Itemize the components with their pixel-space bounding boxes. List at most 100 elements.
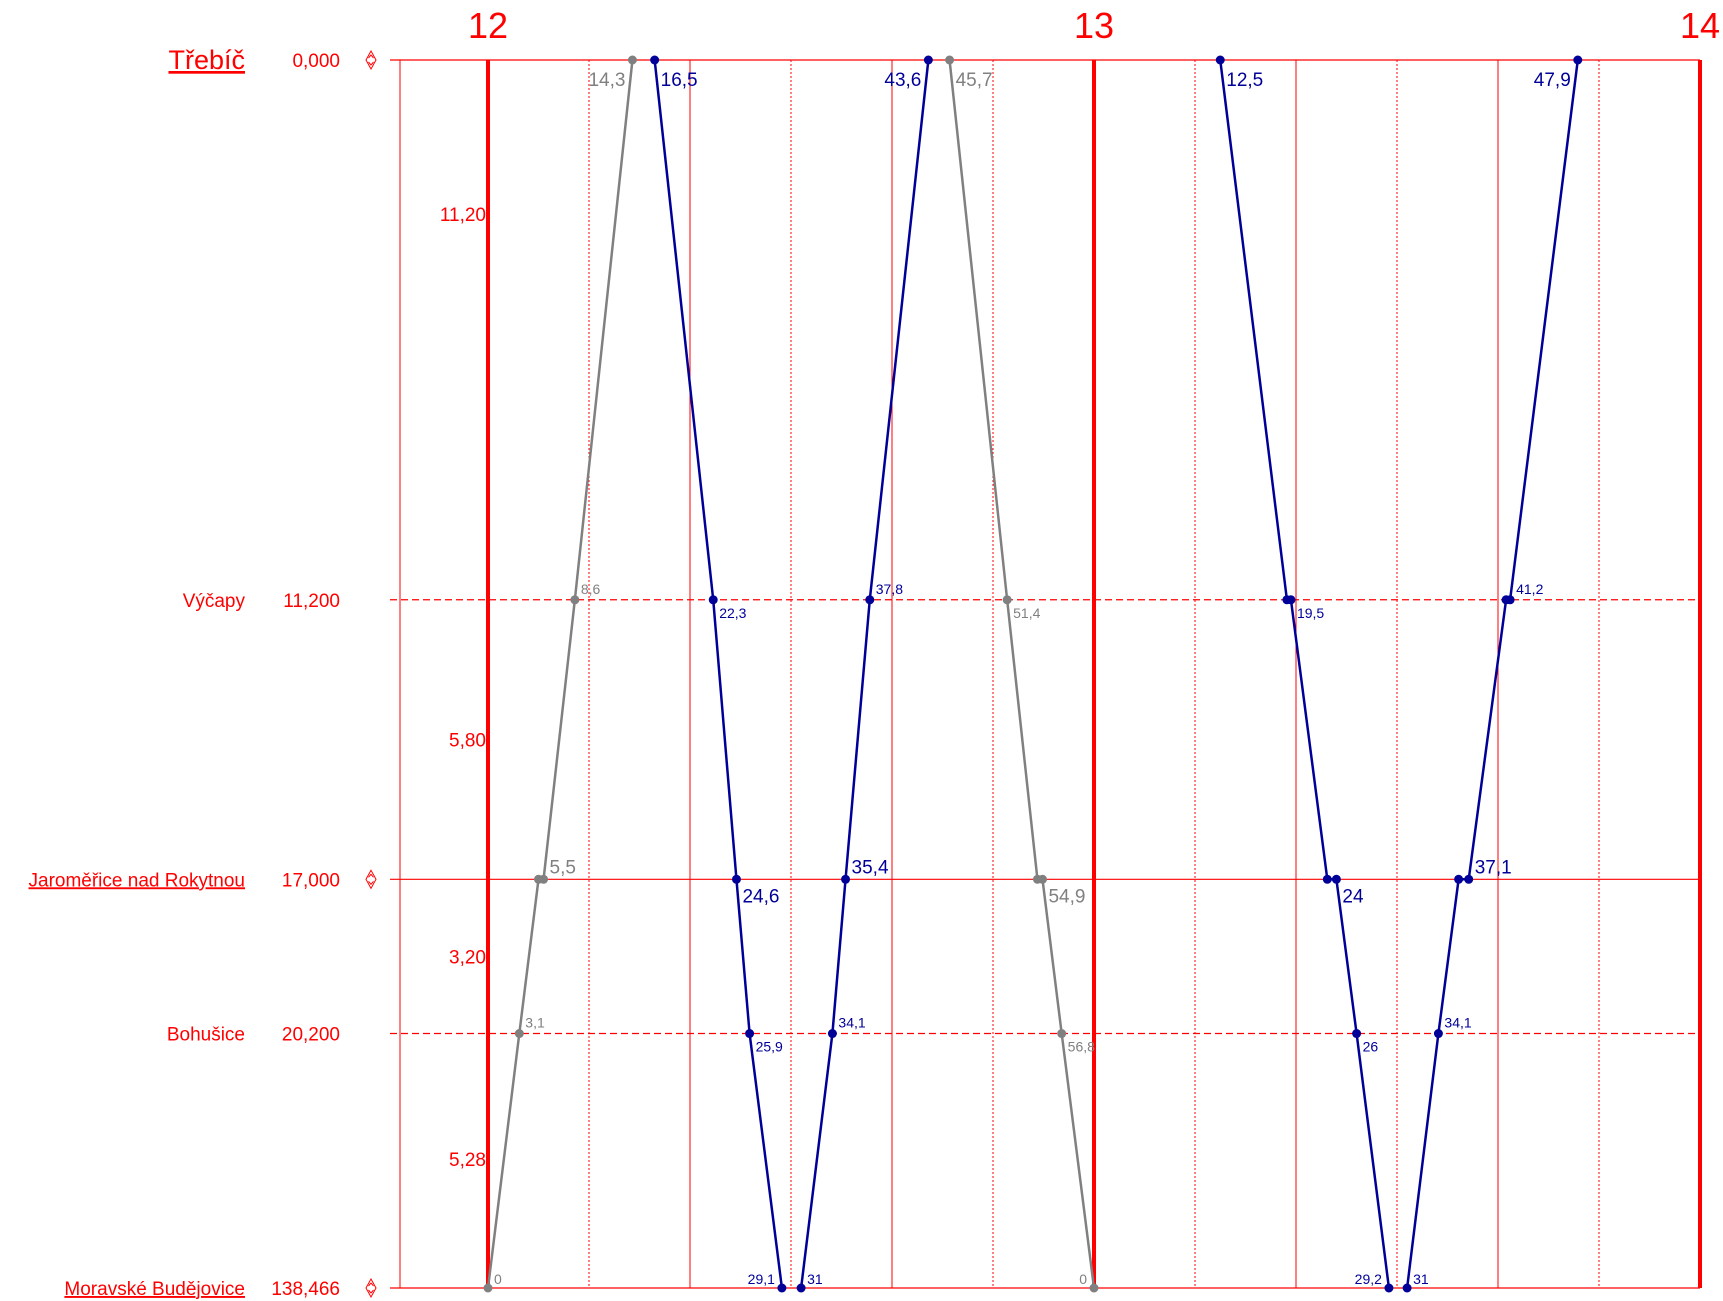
train-line: 31 34,1 37,1 41,2 47,9 bbox=[1402, 55, 1583, 1293]
station-name: Moravské Budějovice bbox=[64, 1279, 245, 1300]
train-path bbox=[653, 59, 784, 1289]
train-time-label: 54,9 bbox=[1048, 886, 1085, 907]
station-marker-icon bbox=[365, 869, 377, 890]
train-line: 12,5 19,5 24 26 29,2 bbox=[1215, 55, 1394, 1293]
train-point bbox=[1402, 1283, 1412, 1293]
train-point bbox=[796, 1283, 806, 1293]
train-lines-layer: 0 3,1 5,5 8,6 14,3 16,5 22,3 24,6 25,9 29,1 31 34,1… bbox=[483, 55, 1583, 1293]
station-km: 17,000 bbox=[282, 870, 340, 891]
station-marker-icon bbox=[365, 49, 377, 71]
train-time-label: 24,6 bbox=[742, 886, 779, 907]
train-point bbox=[865, 595, 875, 605]
train-point bbox=[1433, 1029, 1443, 1039]
station-name: Výčapy bbox=[183, 591, 246, 612]
train-time-label: 56,8 bbox=[1068, 1039, 1095, 1055]
train-point bbox=[1286, 595, 1296, 605]
train-point bbox=[539, 874, 549, 884]
station-name: Bohušice bbox=[167, 1025, 245, 1046]
train-point bbox=[1215, 55, 1225, 65]
train-time-label: 16,5 bbox=[661, 70, 698, 91]
train-point bbox=[945, 55, 955, 65]
train-time-label: 24 bbox=[1342, 886, 1364, 907]
train-point bbox=[731, 874, 741, 884]
train-time-label: 5,5 bbox=[550, 857, 576, 878]
train-point bbox=[1505, 595, 1515, 605]
station-marker-icon bbox=[365, 1277, 377, 1299]
train-time-label: 26 bbox=[1363, 1039, 1379, 1055]
train-point bbox=[1331, 874, 1341, 884]
train-point bbox=[627, 55, 637, 65]
station-marker-arrows bbox=[368, 1282, 374, 1294]
distance-label: 5,80 bbox=[449, 731, 486, 752]
station-axis: Třebíč 0,000 Výčapy 11,200 Jaroměřice nad Ro… bbox=[29, 45, 487, 1300]
train-point bbox=[777, 1283, 787, 1293]
train-time-label: 29,1 bbox=[748, 1271, 775, 1287]
train-point bbox=[841, 874, 851, 884]
train-path bbox=[486, 59, 634, 1289]
train-time-label: 29,2 bbox=[1355, 1271, 1382, 1287]
train-line: 16,5 22,3 24,6 25,9 29,1 bbox=[650, 55, 787, 1293]
station-name: Jaroměřice nad Rokytnou bbox=[29, 870, 246, 891]
station-marker-outline bbox=[365, 869, 377, 890]
train-point bbox=[1322, 874, 1332, 884]
train-time-label: 22,3 bbox=[719, 605, 746, 621]
train-time-label: 37,8 bbox=[876, 581, 903, 597]
distance-label: 5,28 bbox=[449, 1150, 486, 1171]
station-km: 20,200 bbox=[282, 1025, 340, 1046]
train-point bbox=[1352, 1029, 1362, 1039]
train-point bbox=[483, 1283, 493, 1293]
train-point bbox=[570, 595, 580, 605]
train-time-label: 31 bbox=[807, 1271, 823, 1287]
hour-label: 14 bbox=[1680, 5, 1720, 46]
train-point bbox=[1037, 874, 1047, 884]
train-time-label: 19,5 bbox=[1297, 605, 1324, 621]
train-time-label: 8,6 bbox=[581, 581, 601, 597]
distance-label: 11,20 bbox=[440, 205, 486, 226]
station-marker-outline bbox=[365, 1277, 377, 1299]
train-point bbox=[650, 55, 660, 65]
train-point bbox=[1454, 874, 1464, 884]
train-time-label: 25,9 bbox=[756, 1039, 783, 1055]
station-km: 138,466 bbox=[271, 1279, 340, 1300]
train-time-label: 3,1 bbox=[525, 1015, 545, 1031]
train-time-label: 0 bbox=[1079, 1271, 1087, 1287]
train-time-label: 51,4 bbox=[1013, 605, 1040, 621]
train-point bbox=[514, 1029, 524, 1039]
station-km: 11,200 bbox=[283, 591, 340, 612]
train-point bbox=[923, 55, 933, 65]
train-time-label: 31 bbox=[1413, 1271, 1429, 1287]
station-marker-outline bbox=[365, 49, 377, 71]
train-time-label: 35,4 bbox=[852, 857, 889, 878]
train-time-label: 34,1 bbox=[838, 1015, 865, 1031]
train-time-label: 12,5 bbox=[1226, 70, 1263, 91]
train-time-label: 41,2 bbox=[1516, 581, 1543, 597]
station-name: Třebíč bbox=[168, 45, 245, 75]
train-time-label: 47,9 bbox=[1534, 70, 1571, 91]
train-path bbox=[1405, 59, 1580, 1289]
train-time-label: 45,7 bbox=[956, 70, 993, 91]
train-point bbox=[827, 1029, 837, 1039]
train-point bbox=[1384, 1283, 1394, 1293]
train-line: 0 3,1 5,5 8,6 14,3 bbox=[483, 55, 637, 1293]
train-line: 31 34,1 35,4 37,8 43,6 bbox=[796, 55, 933, 1293]
train-point bbox=[1089, 1283, 1099, 1293]
train-time-label: 43,6 bbox=[884, 70, 921, 91]
train-path bbox=[1219, 59, 1391, 1289]
train-point bbox=[1002, 595, 1012, 605]
train-time-label: 37,1 bbox=[1475, 857, 1512, 878]
train-path bbox=[799, 59, 930, 1289]
train-time-label: 14,3 bbox=[588, 70, 625, 91]
grid-layer: 12 13 14 bbox=[390, 5, 1720, 1289]
train-point bbox=[1057, 1029, 1067, 1039]
train-time-label: 0 bbox=[494, 1271, 502, 1287]
train-time-label: 34,1 bbox=[1444, 1015, 1471, 1031]
train-path bbox=[948, 59, 1096, 1289]
station-marker-arrows bbox=[368, 873, 374, 886]
station-marker-arrows bbox=[368, 54, 374, 66]
train-point bbox=[1464, 874, 1474, 884]
train-line: 45,7 51,4 54,9 56,8 0 bbox=[945, 55, 1099, 1293]
train-point bbox=[745, 1029, 755, 1039]
hour-label: 12 bbox=[468, 5, 508, 46]
distance-label: 3,20 bbox=[449, 947, 486, 968]
